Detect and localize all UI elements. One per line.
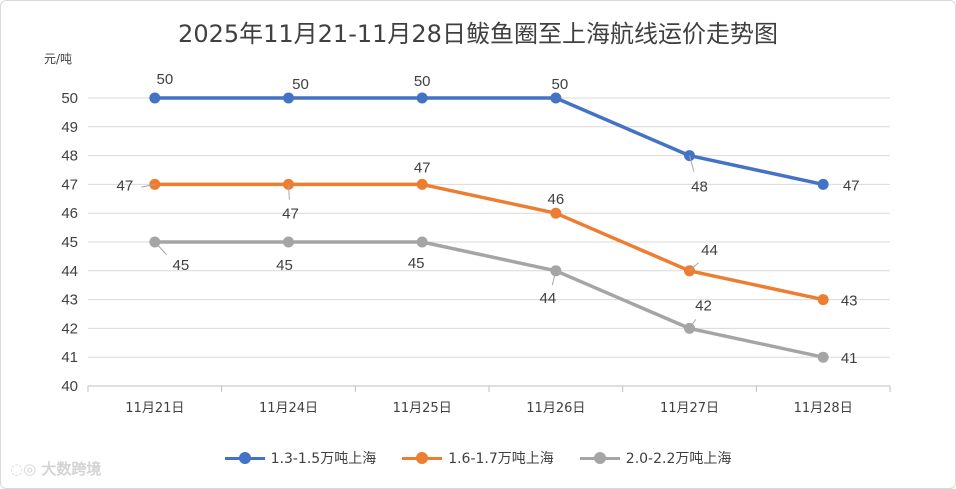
label-leader-line: [288, 184, 290, 200]
x-tick-label: 11月25日: [393, 401, 452, 416]
data-point: [550, 207, 562, 219]
data-point: [550, 92, 562, 104]
y-tick-label: 41: [61, 349, 78, 366]
data-label: 45: [408, 255, 425, 272]
data-label: 50: [292, 76, 309, 93]
legend-label: 1.6-1.7万吨上海: [448, 451, 554, 467]
data-point: [283, 236, 294, 248]
x-tick-label: 11月28日: [794, 401, 853, 416]
data-label: 47: [282, 205, 299, 222]
label-leader-line: [551, 270, 557, 286]
data-label: 42: [695, 297, 712, 314]
label-leader-line: [689, 262, 699, 272]
chart-title: 2025年11月21-11月28日鲅鱼圈至上海航线运价走势图: [178, 20, 778, 48]
legend-item: 2.0-2.2万吨上海: [579, 448, 732, 468]
y-tick-label: 50: [61, 90, 78, 107]
x-tick-label: 11月21日: [125, 401, 184, 416]
data-point: [283, 92, 294, 104]
label-leader-line: [141, 183, 155, 188]
y-tick-label: 49: [61, 119, 78, 136]
series-line: [153, 240, 825, 359]
y-tick-label: 44: [61, 263, 78, 280]
data-point: [149, 92, 161, 104]
legend-swatch: [402, 451, 443, 465]
label-leader-line: [689, 319, 697, 329]
legend-label: 1.3-1.5万吨上海: [270, 451, 377, 467]
y-tick-label: 45: [61, 234, 78, 251]
watermark-logo: ◌◎ 大数跨境: [10, 460, 102, 478]
x-tick-label: 11月26日: [526, 401, 585, 416]
series-line: [153, 182, 825, 302]
data-point: [416, 92, 428, 104]
y-tick-label: 47: [61, 176, 78, 193]
y-tick-label: 43: [61, 292, 78, 309]
legend-item: 1.6-1.7万吨上海: [402, 448, 554, 468]
data-label: 50: [156, 71, 173, 88]
data-label: 46: [547, 191, 564, 208]
x-tick-label: 11月27日: [660, 401, 719, 416]
data-label: 47: [116, 177, 133, 194]
data-point: [817, 294, 829, 306]
y-axis-unit-label: 元/吨: [44, 52, 73, 66]
data-label: 47: [414, 159, 431, 176]
legend-swatch-dot: [238, 452, 251, 464]
data-point: [817, 351, 829, 363]
data-label: 44: [701, 242, 718, 259]
data-point: [416, 236, 428, 248]
legend-swatch: [224, 451, 265, 465]
y-tick-label: 48: [61, 148, 78, 165]
data-label: 50: [551, 76, 568, 93]
legend-swatch-dot: [416, 452, 429, 464]
data-label: 48: [691, 179, 708, 196]
data-label: 44: [539, 290, 556, 307]
label-leader-line: [154, 241, 167, 255]
data-point: [416, 178, 428, 190]
data-label: 43: [841, 293, 858, 310]
legend-swatch-dot: [593, 452, 606, 464]
data-label: 41: [841, 350, 858, 367]
y-tick-label: 46: [61, 205, 78, 222]
data-label: 45: [172, 257, 189, 274]
series-line: [153, 96, 825, 187]
data-label: 45: [276, 257, 293, 274]
y-tick-label: 42: [61, 320, 78, 337]
label-leader-line: [689, 155, 695, 172]
data-point: [817, 178, 829, 190]
data-label: 47: [843, 177, 860, 194]
legend: 1.3-1.5万吨上海 1.6-1.7万吨上海 2.0-2.2万吨上海: [0, 448, 956, 468]
legend-swatch: [579, 451, 620, 465]
legend-label: 2.0-2.2万吨上海: [625, 451, 732, 467]
x-tick-label: 11月24日: [259, 401, 318, 416]
data-label: 50: [414, 73, 431, 90]
legend-item: 1.3-1.5万吨上海: [224, 448, 377, 468]
y-tick-label: 40: [61, 378, 78, 395]
watermark-text: 大数跨境: [41, 460, 102, 478]
